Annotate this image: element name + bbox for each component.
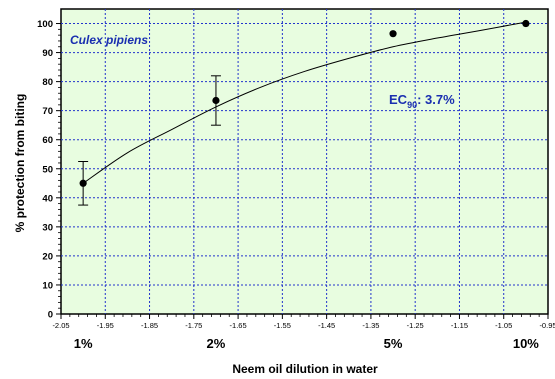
grid <box>61 9 548 314</box>
x-tick-label: -1.95 <box>97 321 114 330</box>
y-tick-label: 100 <box>37 19 53 30</box>
category-labels: 1% 2% 5% 10% <box>74 336 540 351</box>
x-tick-label: -1.85 <box>141 321 158 330</box>
y-tick-label: 70 <box>42 106 53 117</box>
x-tick-label: -1.15 <box>451 321 468 330</box>
ec90-subscript: 90 <box>407 100 417 110</box>
x-axis-title: Neem oil dilution in water <box>232 362 378 376</box>
y-tick-label: 0 <box>48 310 53 321</box>
ec90-prefix: EC <box>389 92 408 107</box>
y-tick-label: 20 <box>42 251 53 262</box>
x-tick-label: -1.75 <box>185 321 202 330</box>
y-tick-label: 30 <box>42 222 53 233</box>
data-point <box>389 30 397 38</box>
data-point <box>79 179 87 187</box>
category-label: 1% <box>74 336 93 351</box>
x-tick-label: -2.05 <box>52 321 69 330</box>
x-tick-label: -1.25 <box>407 321 424 330</box>
data-point <box>212 96 220 105</box>
x-tick-label: -0.95 <box>539 321 555 330</box>
y-axis-ticks: 0 10 20 30 40 50 60 70 80 90 100 <box>37 19 61 321</box>
species-annotation: Culex pipiens <box>70 33 148 47</box>
x-tick-label: -1.55 <box>274 321 291 330</box>
y-tick-label: 60 <box>42 135 53 146</box>
x-tick-label: -1.35 <box>362 321 379 330</box>
category-label: 2% <box>207 336 226 351</box>
y-tick-label: 10 <box>42 280 53 291</box>
ec90-annotation: EC90: 3.7% <box>389 92 455 110</box>
category-label: 5% <box>384 336 403 351</box>
y-tick-label: 40 <box>42 193 53 204</box>
y-tick-label: 50 <box>42 164 53 175</box>
y-tick-label: 90 <box>42 48 53 59</box>
x-tick-label: -1.65 <box>230 321 247 330</box>
plot-area <box>60 8 549 315</box>
y-tick-label: 80 <box>42 77 53 88</box>
y-axis-title: % protection from biting <box>13 94 27 233</box>
fit-curve <box>82 21 526 184</box>
data-points <box>79 19 530 187</box>
ec90-value: : 3.7% <box>417 92 455 107</box>
x-tick-label: -1.45 <box>318 321 335 330</box>
x-tick-label: -1.05 <box>495 321 512 330</box>
data-point <box>522 19 530 28</box>
x-axis-ticks: -2.05 -1.95 -1.85 -1.75 -1.65 -1.55 -1.45 -1.35… <box>52 314 555 330</box>
category-label: 10% <box>513 336 539 351</box>
